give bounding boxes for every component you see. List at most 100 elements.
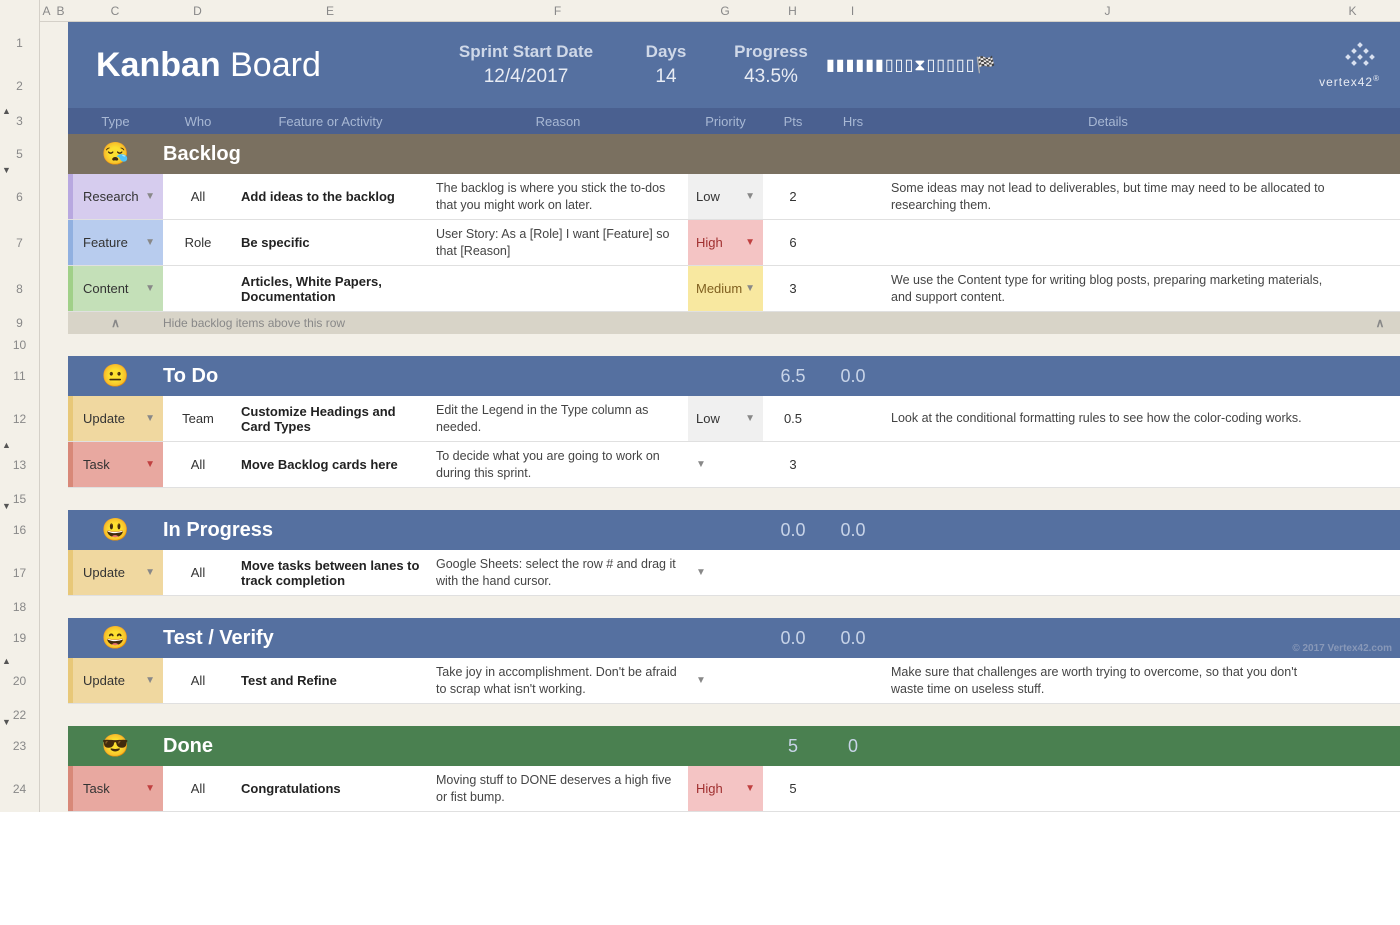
- dropdown-icon[interactable]: ▼: [145, 675, 155, 686]
- pts-cell[interactable]: [763, 658, 823, 703]
- who-cell[interactable]: All: [163, 550, 233, 595]
- priority-cell[interactable]: High▼: [688, 766, 763, 811]
- col-header-i[interactable]: I: [823, 0, 883, 21]
- pts-cell[interactable]: 2: [763, 174, 823, 219]
- details-cell[interactable]: Some ideas may not lead to deliverables,…: [883, 174, 1333, 219]
- dropdown-icon[interactable]: ▼: [145, 237, 155, 248]
- type-cell[interactable]: Research▼: [68, 174, 163, 219]
- col-header-c[interactable]: C: [68, 0, 163, 21]
- dropdown-icon[interactable]: ▼: [145, 783, 155, 794]
- reason-cell[interactable]: To decide what you are going to work on …: [428, 442, 688, 487]
- priority-cell[interactable]: High▼: [688, 220, 763, 265]
- priority-cell[interactable]: ▼: [688, 442, 763, 487]
- card-row-backlog-0[interactable]: Research▼AllAdd ideas to the backlogThe …: [68, 174, 1400, 220]
- dropdown-icon[interactable]: ▼: [745, 237, 755, 248]
- who-cell[interactable]: All: [163, 442, 233, 487]
- dropdown-icon[interactable]: ▼: [145, 191, 155, 202]
- reason-cell[interactable]: The backlog is where you stick the to-do…: [428, 174, 688, 219]
- hrs-cell[interactable]: [823, 766, 883, 811]
- who-cell[interactable]: All: [163, 766, 233, 811]
- reason-cell[interactable]: [428, 266, 688, 311]
- row-header-3[interactable]: 3▲: [0, 108, 39, 134]
- priority-cell[interactable]: Low▼: [688, 396, 763, 441]
- priority-cell[interactable]: Low▼: [688, 174, 763, 219]
- row-header-16[interactable]: 16: [0, 510, 39, 550]
- row-header-10[interactable]: 10: [0, 334, 39, 356]
- row-header-23[interactable]: 23: [0, 726, 39, 766]
- reason-cell[interactable]: User Story: As a [Role] I want [Feature]…: [428, 220, 688, 265]
- pts-cell[interactable]: 3: [763, 442, 823, 487]
- card-row-inprogress-0[interactable]: Update▼AllMove tasks between lanes to tr…: [68, 550, 1400, 596]
- hrs-cell[interactable]: [823, 396, 883, 441]
- details-cell[interactable]: [883, 766, 1333, 811]
- details-cell[interactable]: Look at the conditional formatting rules…: [883, 396, 1333, 441]
- hrs-cell[interactable]: [823, 220, 883, 265]
- row-header-17[interactable]: 17: [0, 550, 39, 596]
- dropdown-icon[interactable]: ▼: [145, 567, 155, 578]
- details-cell[interactable]: We use the Content type for writing blog…: [883, 266, 1333, 311]
- row-header-18[interactable]: 18: [0, 596, 39, 618]
- priority-cell[interactable]: Medium▼: [688, 266, 763, 311]
- type-cell[interactable]: Task▼: [68, 766, 163, 811]
- row-header-20[interactable]: 20▲: [0, 658, 39, 704]
- col-header-a[interactable]: A: [40, 0, 54, 21]
- pts-cell[interactable]: 5: [763, 766, 823, 811]
- who-cell[interactable]: All: [163, 174, 233, 219]
- dropdown-icon[interactable]: ▼: [145, 459, 155, 470]
- dropdown-icon[interactable]: ▼: [745, 783, 755, 794]
- row-header-13[interactable]: 13▲: [0, 442, 39, 488]
- col-header-j[interactable]: J: [883, 0, 1333, 21]
- who-cell[interactable]: Role: [163, 220, 233, 265]
- hrs-cell[interactable]: [823, 266, 883, 311]
- dropdown-icon[interactable]: ▼: [745, 191, 755, 202]
- details-cell[interactable]: [883, 442, 1333, 487]
- who-cell[interactable]: Team: [163, 396, 233, 441]
- dropdown-icon[interactable]: ▼: [745, 283, 755, 294]
- row-header-7[interactable]: 7: [0, 220, 39, 266]
- col-header-d[interactable]: D: [163, 0, 233, 21]
- who-cell[interactable]: [163, 266, 233, 311]
- row-header-12[interactable]: 12: [0, 396, 39, 442]
- dropdown-icon[interactable]: ▼: [145, 413, 155, 424]
- type-cell[interactable]: Content▼: [68, 266, 163, 311]
- reason-cell[interactable]: Moving stuff to DONE deserves a high fiv…: [428, 766, 688, 811]
- feature-cell[interactable]: Articles, White Papers, Documentation: [233, 266, 428, 311]
- row-header-22[interactable]: 22▼: [0, 704, 39, 726]
- hrs-cell[interactable]: [823, 174, 883, 219]
- card-row-backlog-1[interactable]: Feature▼RoleBe specificUser Story: As a …: [68, 220, 1400, 266]
- reason-cell[interactable]: Google Sheets: select the row # and drag…: [428, 550, 688, 595]
- pts-cell[interactable]: [763, 550, 823, 595]
- feature-cell[interactable]: Move Backlog cards here: [233, 442, 428, 487]
- priority-cell[interactable]: ▼: [688, 658, 763, 703]
- card-row-done-0[interactable]: Task▼AllCongratulationsMoving stuff to D…: [68, 766, 1400, 812]
- dropdown-icon[interactable]: ▼: [745, 413, 755, 424]
- col-header-h[interactable]: H: [763, 0, 823, 21]
- type-cell[interactable]: Task▼: [68, 442, 163, 487]
- priority-cell[interactable]: ▼: [688, 550, 763, 595]
- row-header-2[interactable]: 2: [0, 65, 39, 108]
- card-row-todo-0[interactable]: Update▼TeamCustomize Headings and Card T…: [68, 396, 1400, 442]
- dropdown-icon[interactable]: ▼: [145, 283, 155, 294]
- row-header-15[interactable]: 15▼: [0, 488, 39, 510]
- col-header-k[interactable]: K: [1333, 0, 1373, 21]
- dropdown-icon[interactable]: ▼: [696, 567, 706, 578]
- reason-cell[interactable]: Edit the Legend in the Type column as ne…: [428, 396, 688, 441]
- feature-cell[interactable]: Congratulations: [233, 766, 428, 811]
- who-cell[interactable]: All: [163, 658, 233, 703]
- feature-cell[interactable]: Be specific: [233, 220, 428, 265]
- row-header-8[interactable]: 8: [0, 266, 39, 312]
- feature-cell[interactable]: Move tasks between lanes to track comple…: [233, 550, 428, 595]
- col-header-e[interactable]: E: [233, 0, 428, 21]
- row-header-5[interactable]: 5▼: [0, 134, 39, 174]
- pts-cell[interactable]: 0.5: [763, 396, 823, 441]
- type-cell[interactable]: Feature▼: [68, 220, 163, 265]
- type-cell[interactable]: Update▼: [68, 550, 163, 595]
- pts-cell[interactable]: 3: [763, 266, 823, 311]
- col-header-b[interactable]: B: [54, 0, 68, 21]
- card-row-todo-1[interactable]: Task▼AllMove Backlog cards hereTo decide…: [68, 442, 1400, 488]
- hrs-cell[interactable]: [823, 658, 883, 703]
- hrs-cell[interactable]: [823, 550, 883, 595]
- row-header-11[interactable]: 11: [0, 356, 39, 396]
- feature-cell[interactable]: Customize Headings and Card Types: [233, 396, 428, 441]
- dropdown-icon[interactable]: ▼: [696, 459, 706, 470]
